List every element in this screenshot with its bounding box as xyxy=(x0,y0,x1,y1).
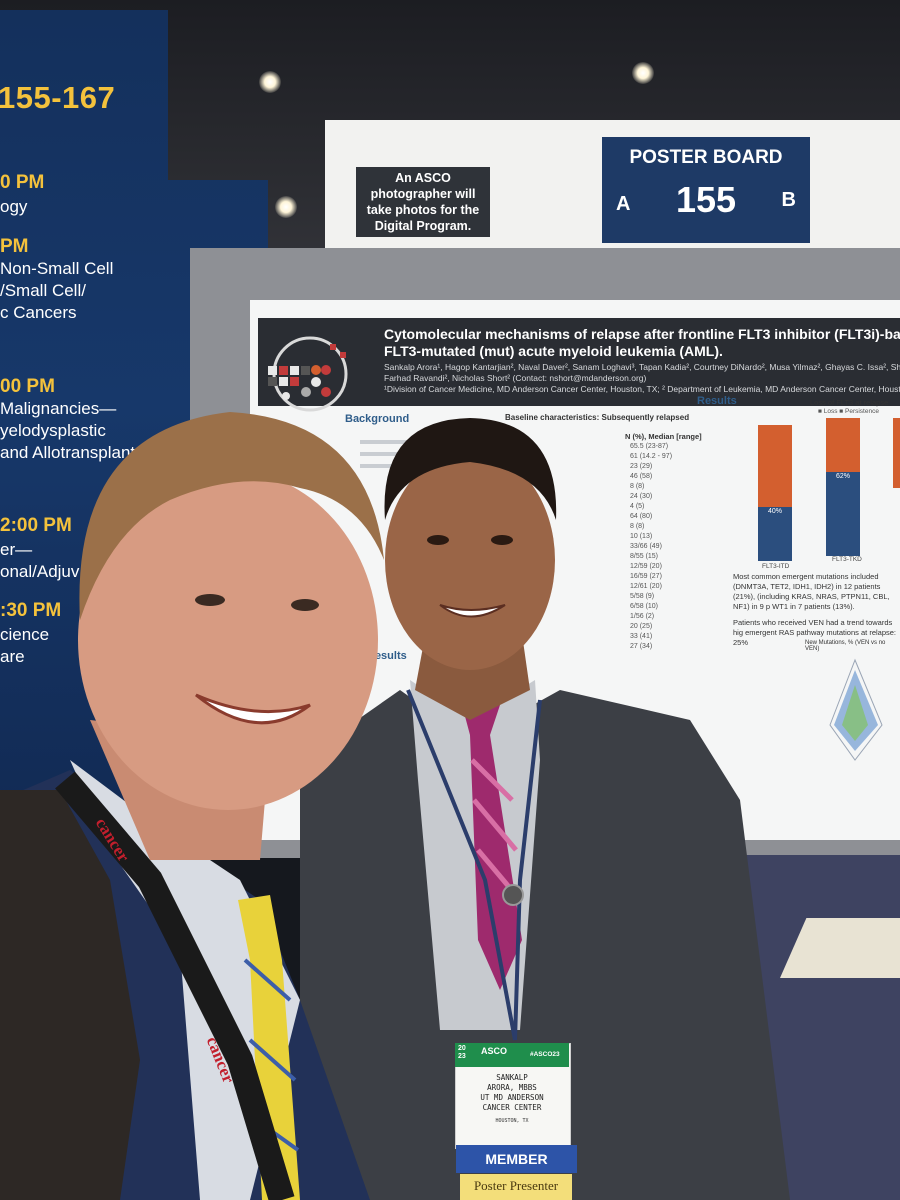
poster-header xyxy=(258,318,900,406)
badge-year: 20 23 xyxy=(458,1045,466,1060)
poster-table-value: 61 (14.2 - 97) xyxy=(630,453,673,460)
poster-chart-legend: ■ Loss ■ Persistence xyxy=(818,408,879,415)
poster-table-value: 33 (41) xyxy=(630,633,653,640)
poster-table-value: 33/66 (49) xyxy=(630,543,662,550)
poster-table-value: 1/56 (2) xyxy=(630,613,655,620)
poster-results-heading: Results xyxy=(697,395,737,407)
schedule-time: :30 PM xyxy=(0,600,62,621)
poster-affiliations: ¹Division of Cancer Medicine, MD Anderso… xyxy=(384,384,900,394)
poster-board-label: POSTER BOARD xyxy=(629,147,783,168)
badge-location: HOUSTON, TX xyxy=(495,1118,529,1124)
poster-title-line: FLT3-mutated (mut) acute myeloid leukemi… xyxy=(384,343,723,359)
poster-title: Cytomolecular mechanisms of relapse afte… xyxy=(384,326,900,360)
poster-board-sign: POSTER BOARD 155 A B xyxy=(602,137,810,243)
poster-radar-chart xyxy=(829,658,883,761)
poster-authors: Sankalp Arora¹, Hagop Kantarjian², Naval… xyxy=(384,362,900,395)
poster-board-number: 155 xyxy=(675,179,737,220)
poster-table-caption: Baseline characteristics: Subsequently r… xyxy=(505,413,690,422)
bar-label-flt3-tkd: 62% xyxy=(835,473,850,480)
poster-board-side-b: B xyxy=(781,189,796,211)
poster-authors-line: Farhad Ravandi², Nicholas Short² (Contac… xyxy=(384,373,647,383)
bar-category-flt3-tkd: FLT3-TKD xyxy=(832,556,862,563)
poster-table-value: 23 (29) xyxy=(630,463,653,470)
poster-table-value: 65.5 (23-87) xyxy=(630,443,669,450)
schedule-time: PM xyxy=(0,236,29,257)
badge-event-tag: #ASCO23 xyxy=(530,1051,560,1058)
poster-table-value: 10 (13) xyxy=(630,533,653,540)
poster-table-value: 5/58 (9) xyxy=(630,593,655,600)
photographer-notice: An ASCO photographer will take photos fo… xyxy=(356,167,490,237)
poster-table-values: 65.5 (23-87) 61 (14.2 - 97) 23 (29) 46 (58)… xyxy=(630,442,720,652)
poster-table-value: 24 (30) xyxy=(630,493,653,500)
schedule-text: ogy xyxy=(0,197,28,216)
bar-persistence-flt3-itd xyxy=(758,507,792,561)
poster-table-value: 8 (8) xyxy=(630,523,645,530)
poster-title-line: Cytomolecular mechanisms of relapse afte… xyxy=(384,326,900,342)
schedule-text: er— onal/Adjuv xyxy=(0,540,80,581)
poster-table-value: 6/58 (10) xyxy=(630,603,659,610)
poster-bullet: Patients who received VEN had a trend to… xyxy=(733,618,897,647)
poster-table-value: 46 (58) xyxy=(630,473,653,480)
schedule-text: Non-Small Cell /Small Cell/ c Cancers xyxy=(0,259,114,322)
poster-table-value: 8 (8) xyxy=(630,483,645,490)
ceiling-light xyxy=(259,71,281,93)
bar-loss-flt3-itd xyxy=(758,425,792,507)
poster-table-value: 20 (25) xyxy=(630,623,653,630)
poster-table-value: 8/55 (15) xyxy=(630,553,659,560)
schedule-time: 00 PM xyxy=(0,376,55,397)
badge-name: SANKALP ARORA, MBBS UT MD ANDERSON CANCE… xyxy=(480,1073,544,1112)
badge-asco-logo: ASCO xyxy=(481,1046,508,1056)
badge-poster-presenter-ribbon: Poster Presenter xyxy=(460,1174,572,1200)
poster-radar-title: New Mutations, % (VEN vs no VEN) xyxy=(805,640,886,652)
poster-table-value: 12/61 (20) xyxy=(630,583,662,590)
poster-table-value: 16/59 (27) xyxy=(630,573,662,580)
schedule-time: 0 PM xyxy=(0,172,45,193)
poster-table-value: 64 (80) xyxy=(630,513,653,520)
badge-member-label: MEMBER xyxy=(456,1145,577,1173)
badge-top-bar xyxy=(455,1043,569,1067)
board-range: 155-167 xyxy=(0,80,116,115)
poster-table-value: 12/59 (20) xyxy=(630,563,662,570)
poster-background-heading: Background xyxy=(345,413,410,425)
poster-chart-title: Loss of FLT3 at relapse xyxy=(810,398,889,407)
bar-loss-flt3-tkd xyxy=(826,418,860,472)
poster-table-value: 4 (5) xyxy=(630,503,645,510)
ceiling-light xyxy=(632,62,654,84)
poster-bullets: Most common emergent mutations included … xyxy=(733,572,900,648)
bar-category-flt3-itd: FLT3-ITD xyxy=(762,563,790,570)
poster-logo-graphic xyxy=(268,336,348,412)
poster-table-value: 27 (34) xyxy=(630,643,653,650)
poster-board-side-a: A xyxy=(616,193,631,215)
ceiling-light xyxy=(275,196,297,218)
bar-persistence-flt3-tkd xyxy=(826,472,860,556)
schedule-time: 2:00 PM xyxy=(0,515,72,536)
bar-partial xyxy=(893,418,900,488)
bar-label-flt3-itd: 40% xyxy=(767,508,782,515)
schedule-text: Malignancies— yelodysplastic and Allotra… xyxy=(0,399,136,462)
schedule-text: cience are xyxy=(0,625,50,666)
poster-bullet: Most common emergent mutations included … xyxy=(733,572,890,611)
poster-authors-line: Sankalp Arora¹, Hagop Kantarjian², Naval… xyxy=(384,362,900,372)
poster-table-column-header: N (%), Median [range] xyxy=(625,432,702,441)
